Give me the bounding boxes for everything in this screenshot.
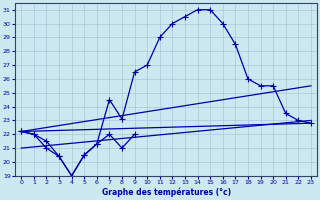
X-axis label: Graphe des températures (°c): Graphe des températures (°c)	[101, 188, 231, 197]
